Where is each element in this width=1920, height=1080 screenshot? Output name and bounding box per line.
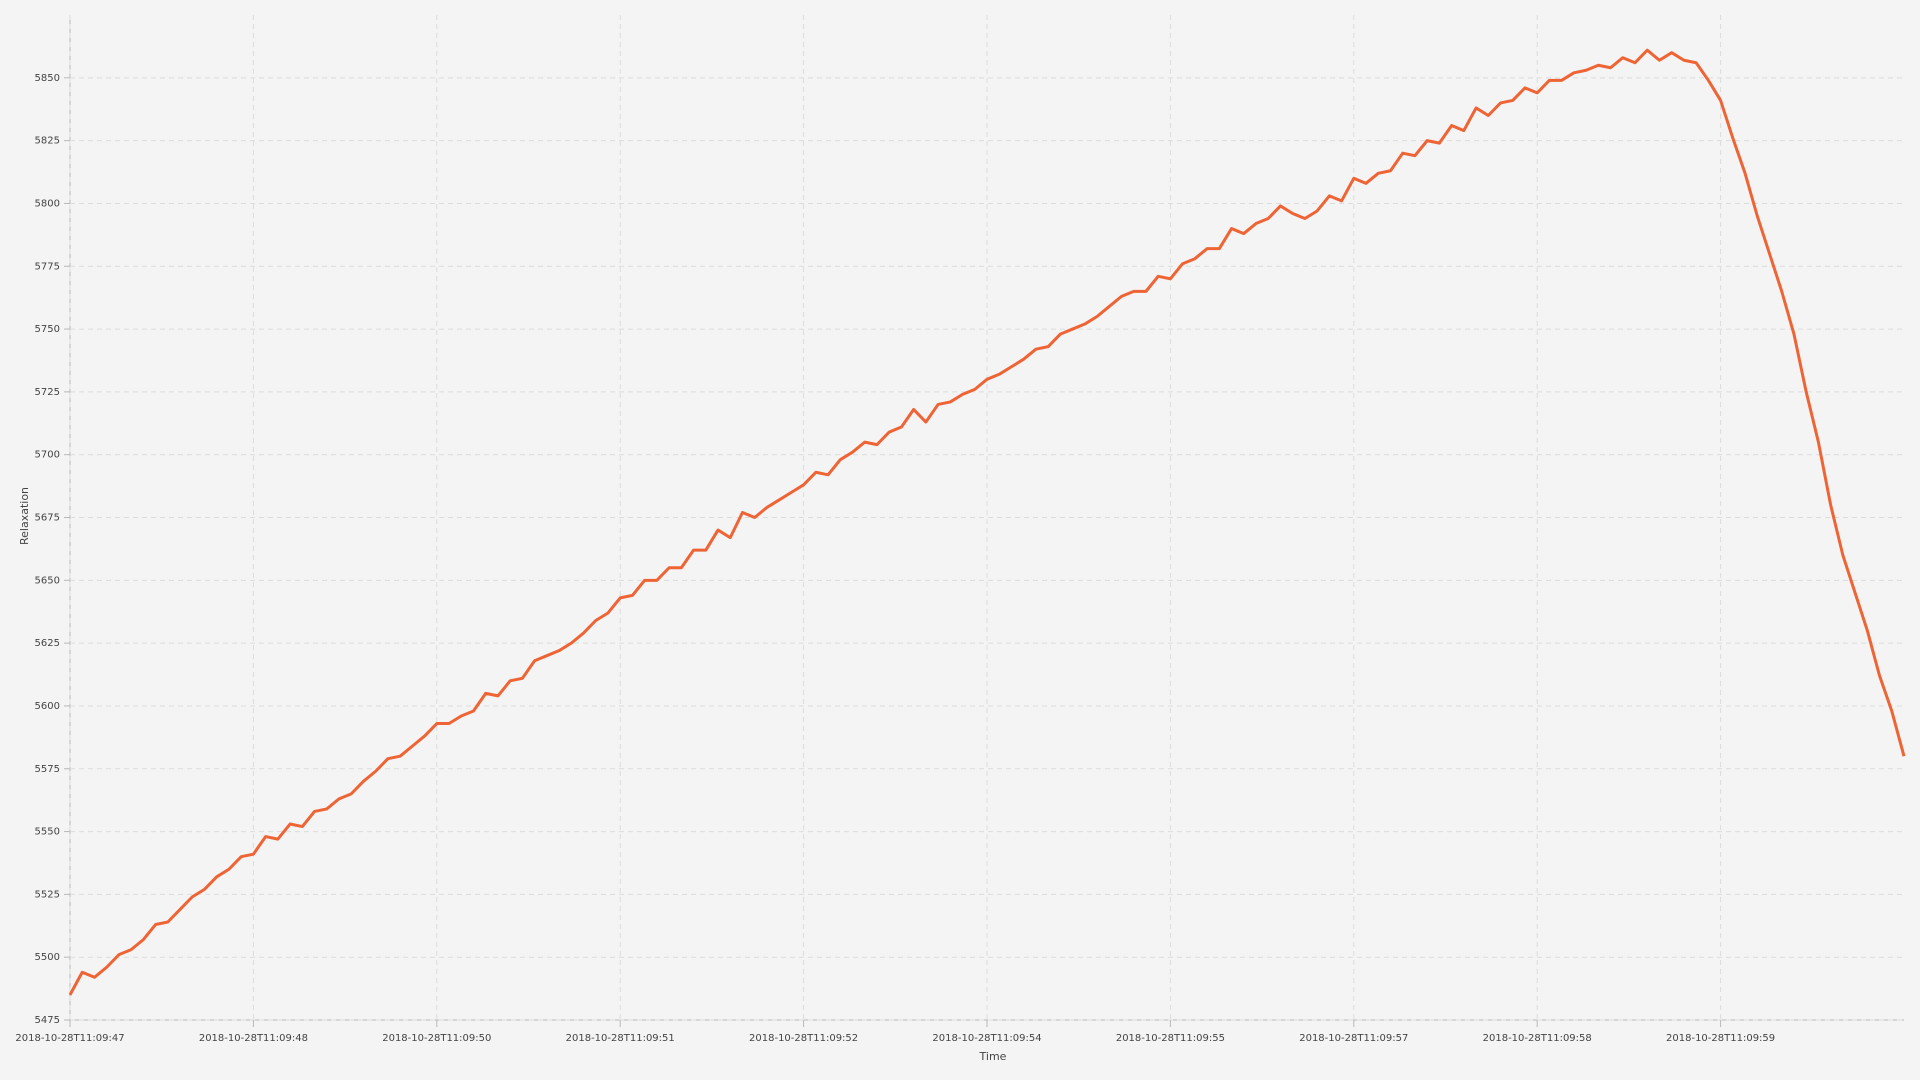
y-tick-label: 5725 [35, 387, 60, 398]
y-tick-label: 5675 [35, 513, 60, 524]
data-line [68, 48, 1906, 996]
y-tick-label: 5475 [35, 1015, 60, 1026]
y-tick-label: 5850 [35, 73, 60, 84]
y-tick-label: 5525 [35, 889, 60, 900]
x-tick-label: 2018-10-28T11:09:47 [15, 1033, 124, 1044]
x-tick-label: 2018-10-28T11:09:59 [1666, 1033, 1775, 1044]
x-tick-label: 2018-10-28T11:09:50 [382, 1033, 491, 1044]
y-tick-label: 5650 [35, 575, 60, 586]
x-tick-label: 2018-10-28T11:09:51 [566, 1033, 675, 1044]
y-tick-label: 5750 [35, 324, 60, 335]
x-tick-label: 2018-10-28T11:09:55 [1116, 1033, 1225, 1044]
y-tick-label: 5550 [35, 827, 60, 838]
x-tick-label: 2018-10-28T11:09:52 [749, 1033, 858, 1044]
y-tick-label: 5575 [35, 764, 60, 775]
y-tick-label: 5775 [35, 261, 60, 272]
x-tick-label: 2018-10-28T11:09:58 [1483, 1033, 1592, 1044]
y-tick-label: 5825 [35, 136, 60, 147]
y-tick-label: 5700 [35, 450, 60, 461]
x-tick-label: 2018-10-28T11:09:48 [199, 1033, 308, 1044]
y-tick-label: 5600 [35, 701, 60, 712]
y-axis-label: Relaxation [18, 487, 31, 545]
x-axis-label: Time [979, 1050, 1007, 1063]
y-tick-label: 5625 [35, 638, 60, 649]
y-tick-label: 5500 [35, 952, 60, 963]
x-tick-label: 2018-10-28T11:09:57 [1299, 1033, 1408, 1044]
y-tick-label: 5800 [35, 198, 60, 209]
x-tick-label: 2018-10-28T11:09:54 [932, 1033, 1041, 1044]
